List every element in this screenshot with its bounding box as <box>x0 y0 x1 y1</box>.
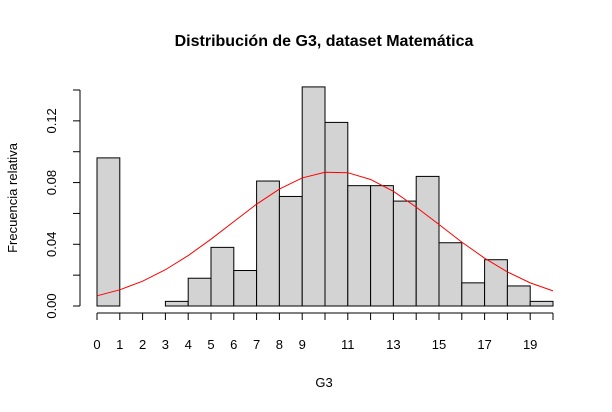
bar <box>438 242 463 307</box>
y-tick-label: 0.04 <box>44 232 59 257</box>
y-tick-label: 0.12 <box>44 108 59 133</box>
bar <box>415 175 440 307</box>
bar <box>529 300 554 307</box>
x-tick-label: 19 <box>523 337 537 352</box>
x-tick-label: 15 <box>432 337 446 352</box>
bar <box>96 157 121 307</box>
bar <box>301 86 326 307</box>
bar <box>256 180 280 307</box>
x-axis-label: G3 <box>315 375 332 390</box>
x-tick-label: 8 <box>276 337 283 352</box>
bar <box>347 185 372 307</box>
density-curve <box>96 171 554 297</box>
bar <box>233 270 258 307</box>
x-tick-label: 13 <box>386 337 400 352</box>
bar <box>324 121 349 307</box>
y-tick-label: 0.08 <box>44 170 59 195</box>
x-tick-label: 17 <box>477 337 491 352</box>
bar <box>210 246 235 307</box>
x-tick-label: 7 <box>253 337 260 352</box>
bar <box>164 300 189 307</box>
chart-title: Distribución de G3, dataset Matemática <box>175 33 474 50</box>
bar <box>392 200 417 307</box>
x-tick-label: 2 <box>139 337 146 352</box>
x-tick-label: 3 <box>162 337 169 352</box>
x-tick-label: 1 <box>116 337 123 352</box>
x-tick-label: 0 <box>93 337 100 352</box>
bar <box>484 259 508 307</box>
x-tick-label: 6 <box>230 337 237 352</box>
bar <box>278 195 303 307</box>
y-tick-label: 0.00 <box>44 293 59 318</box>
x-tick-label: 11 <box>341 337 355 352</box>
bar <box>187 277 212 307</box>
y-axis-label: Frecuencia relativa <box>5 142 20 253</box>
x-tick-label: 4 <box>185 337 192 352</box>
x-tick-label: 5 <box>207 337 214 352</box>
bar <box>370 185 394 307</box>
bar <box>506 285 531 307</box>
bar <box>461 282 486 307</box>
x-tick-label: 9 <box>299 337 306 352</box>
